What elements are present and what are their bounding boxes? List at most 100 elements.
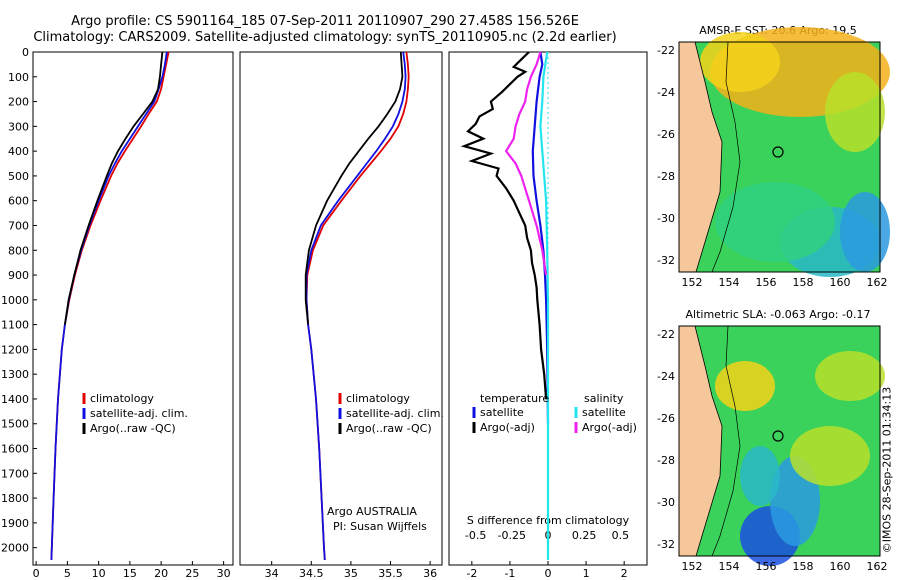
salinity-legend-label: climatology [346, 392, 410, 405]
depth-tick-label: 500 [8, 170, 29, 183]
salinity-line-1 [305, 51, 407, 561]
temperature-axis-tick-label: 5 [64, 567, 71, 580]
map-lon-label-sla: 154 [719, 560, 740, 573]
argo-pi-label: PI: Susan Wijffels [333, 520, 427, 533]
temperature-axis-tick-label: 20 [154, 567, 168, 580]
depth-tick-label: 1500 [1, 418, 29, 431]
map-lat-label-sst: -30 [657, 212, 675, 225]
salinity-plot-frame [239, 51, 443, 566]
salinity-line-0 [305, 51, 410, 561]
depth-tick-label: 600 [8, 195, 29, 208]
difference-line-3 [504, 51, 548, 276]
sdiff-tick-label: -0.25 [498, 529, 526, 542]
depth-tick-label: 1000 [1, 294, 29, 307]
diff-legend-salinity-label: satellite [582, 406, 626, 419]
map-field-patch-sst [715, 182, 835, 262]
difference-line-1 [460, 51, 548, 400]
temperature-axis-tick-label: 25 [185, 567, 199, 580]
map-lat-label-sst: -32 [657, 254, 675, 267]
tdiff-axis-tick-label: 0 [545, 567, 552, 580]
map-lon-label-sst: 154 [719, 276, 740, 289]
depth-tick-label: 1200 [1, 343, 29, 356]
difference-line-0 [531, 51, 550, 424]
map-frame-sla [678, 325, 881, 557]
map-lon-label-sst: 156 [756, 276, 777, 289]
salinity-axis-tick-label: 35 [344, 567, 358, 580]
depth-tick-label: 1800 [1, 492, 29, 505]
salinity-axis-tick-label: 34.5 [299, 567, 324, 580]
sdiff-tick-label: 0.25 [572, 529, 597, 542]
sdiff-tick-label: 0.5 [612, 529, 630, 542]
argo-float-marker-sst [772, 146, 784, 158]
map-field-patch-sst [700, 32, 780, 92]
map-lon-label-sla: 156 [756, 560, 777, 573]
depth-tick-label: 1400 [1, 393, 29, 406]
temperature-axis-tick-label: 0 [33, 567, 40, 580]
depth-tick-label: 300 [8, 120, 29, 133]
temperature-axis-tick-label: 15 [123, 567, 137, 580]
map-lon-label-sla: 160 [830, 560, 851, 573]
diff-legend-title-salinity: salinity [584, 392, 624, 405]
depth-tick-label: 2000 [1, 542, 29, 555]
depth-tick-label: 200 [8, 96, 29, 109]
temperature-legend-label: satellite-adj. clim. [90, 407, 188, 420]
depth-tick-label: 700 [8, 219, 29, 232]
depth-tick-label: 1900 [1, 517, 29, 530]
depth-tick-label: 400 [8, 145, 29, 158]
map-frame-sst [678, 41, 881, 273]
argo-float-marker-sla [772, 430, 784, 442]
depth-tick-label: 1300 [1, 368, 29, 381]
imos-timestamp: ©IMOS 28-Sep-2011 01:34:13 [880, 386, 894, 554]
salinity-line-2 [304, 51, 404, 325]
salinity-axis-tick-label: 36 [423, 567, 437, 580]
map-lat-label-sla: -28 [657, 454, 675, 467]
depth-tick-label: 1600 [1, 443, 29, 456]
temperature-plot-frame [32, 51, 234, 566]
depth-tick-label: 800 [8, 244, 29, 257]
tdiff-axis-tick-label: -1 [504, 567, 515, 580]
tdiff-axis-tick-label: 1 [583, 567, 590, 580]
map-lat-label-sla: -30 [657, 496, 675, 509]
map-lat-label-sst: -28 [657, 170, 675, 183]
map-lat-label-sla: -26 [657, 412, 675, 425]
map-lon-label-sla: 158 [793, 560, 814, 573]
diff-legend-salinity-label: Argo(-adj) [582, 421, 637, 434]
map-field-patch-sla [790, 426, 870, 486]
argo-program-label: Argo AUSTRALIA [327, 505, 417, 518]
plot-title-line2: Climatology: CARS2009. Satellite-adjuste… [33, 30, 617, 45]
temperature-legend-label: Argo(..raw -QC) [90, 422, 176, 435]
diff-legend-temperature-label: Argo(-adj) [480, 421, 535, 434]
map-isobath-sst [711, 41, 741, 273]
map-lat-label-sst: -22 [657, 44, 675, 57]
salinity-axis-tick-label: 34 [265, 567, 279, 580]
temperature-axis-tick-label: 30 [217, 567, 231, 580]
temperature-axis-tick-label: 10 [92, 567, 106, 580]
map-field-patch-sla [815, 351, 885, 401]
salinity-legend-label: Argo(..raw -QC) [346, 422, 432, 435]
map-title-sla: Altimetric SLA: -0.063 Argo: -0.17 [686, 308, 871, 321]
depth-tick-label: 1700 [1, 467, 29, 480]
map-lon-label-sst: 158 [793, 276, 814, 289]
map-lat-label-sla: -22 [657, 328, 675, 341]
map-lon-label-sst: 160 [830, 276, 851, 289]
depth-tick-label: 0 [22, 46, 29, 59]
map-field-patch-sla [715, 361, 775, 411]
difference-line-2 [539, 51, 550, 560]
tdiff-axis-tick-label: 2 [621, 567, 628, 580]
depth-tick-label: 1100 [1, 319, 29, 332]
map-field-patch-sla [740, 446, 780, 506]
map-lon-label-sla: 162 [867, 560, 888, 573]
temperature-line-1 [50, 51, 168, 561]
temperature-line-0 [50, 51, 170, 561]
map-lat-label-sst: -26 [657, 128, 675, 141]
depth-tick-label: 100 [8, 71, 29, 84]
plot-title-line1: Argo profile: CS 5901164_185 07-Sep-2011… [71, 14, 579, 29]
map-lat-label-sla: -32 [657, 538, 675, 551]
map-field-patch-sst [825, 72, 885, 152]
temperature-line-2 [64, 51, 164, 325]
map-lat-label-sla: -24 [657, 370, 675, 383]
sdiff-tick-label: -0.5 [465, 529, 486, 542]
map-lon-label-sst: 162 [867, 276, 888, 289]
temperature-legend-label: climatology [90, 392, 154, 405]
